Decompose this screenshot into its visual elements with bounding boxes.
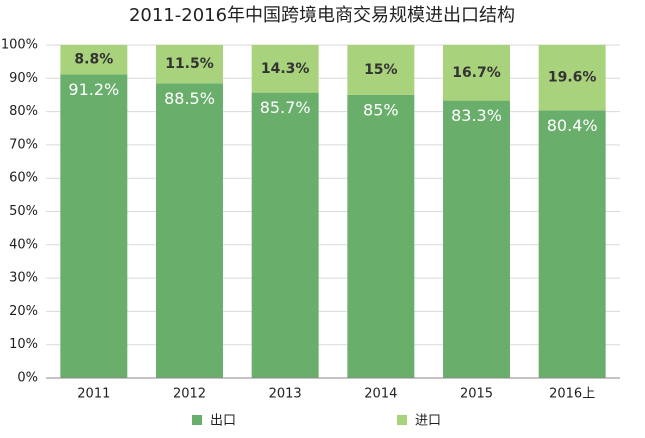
value-label: 85%: [363, 100, 399, 119]
y-tick-label: 50%: [9, 204, 38, 219]
bar-segment: [251, 45, 319, 93]
chart-title: 2011-2016年中国跨境电商交易规模进出口结构: [129, 5, 515, 26]
x-tick-label: 2016上: [549, 387, 595, 402]
bar-segment: [538, 45, 606, 111]
legend-label: 进口: [415, 414, 441, 429]
y-tick-label: 10%: [9, 337, 38, 352]
value-label: 88.5%: [164, 89, 215, 108]
x-tick-label: 2012: [173, 387, 206, 402]
y-tick-label: 0%: [17, 371, 38, 386]
value-label: 80.4%: [547, 116, 598, 135]
value-label: 19.6%: [548, 70, 597, 86]
value-label: 91.2%: [68, 80, 119, 99]
y-tick-label: 70%: [9, 137, 38, 152]
x-tick-label: 2013: [269, 387, 302, 402]
x-tick-label: 2014: [364, 387, 397, 402]
value-label: 16.7%: [452, 65, 501, 81]
x-tick-label: 2015: [460, 387, 493, 402]
value-label: 83.3%: [451, 106, 502, 125]
bar-segment: [443, 45, 510, 101]
legend-swatch: [397, 415, 407, 425]
value-label: 15%: [364, 62, 398, 78]
bar-segment: [538, 110, 606, 378]
y-tick-label: 90%: [9, 71, 38, 86]
bar-segment: [347, 94, 415, 378]
value-label: 85.7%: [260, 98, 311, 117]
x-tick-label: 2011: [77, 387, 110, 402]
value-label: 14.3%: [261, 61, 310, 77]
bar-segment: [156, 45, 223, 84]
y-tick-label: 80%: [9, 104, 38, 119]
y-tick-label: 40%: [9, 237, 38, 252]
bar-segment: [347, 45, 415, 95]
y-tick-label: 60%: [9, 171, 38, 186]
bar-segment: [60, 45, 128, 75]
y-tick-label: 20%: [9, 304, 38, 319]
y-tick-label: 30%: [9, 271, 38, 286]
bar-segment: [443, 100, 510, 379]
y-tick-label: 100%: [1, 38, 38, 53]
value-label: 11.5%: [165, 56, 214, 72]
bar-segment: [251, 92, 319, 378]
value-label: 8.8%: [74, 52, 113, 68]
legend-swatch: [192, 415, 202, 425]
bar-segment: [60, 74, 128, 378]
bar-segment: [156, 83, 223, 379]
legend-label: 出口: [210, 414, 236, 429]
